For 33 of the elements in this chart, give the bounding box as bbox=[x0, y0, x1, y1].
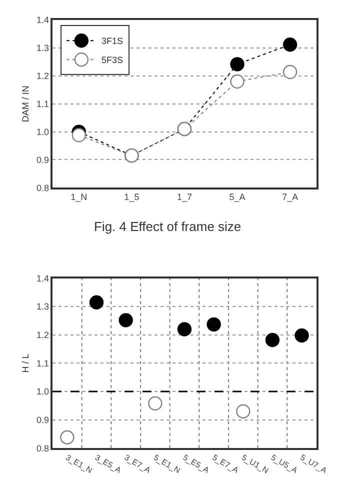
point bbox=[89, 295, 104, 310]
y-tick-label: 0.9 bbox=[36, 414, 49, 425]
legend-label: 5F3S bbox=[101, 55, 123, 66]
y-tick-label: 0.8 bbox=[36, 182, 49, 193]
y-axis-title: DAM / IN bbox=[20, 86, 30, 122]
y-tick-label: 1.1 bbox=[36, 99, 49, 110]
y-tick-label: 1.2 bbox=[36, 71, 49, 82]
x-tick-label: 1_5 bbox=[124, 192, 140, 202]
caption: Fig. 4 Effect of frame size bbox=[94, 219, 242, 234]
y-tick-label: 1.0 bbox=[36, 126, 49, 137]
x-tick-label: 7_A bbox=[282, 192, 298, 202]
y-tick-label: 1.4 bbox=[36, 273, 49, 284]
point bbox=[118, 313, 133, 328]
x-tick-label: 5_A bbox=[229, 192, 246, 202]
y-tick-label: 1.3 bbox=[36, 302, 49, 312]
point bbox=[206, 317, 221, 332]
point bbox=[294, 328, 309, 343]
y-axis-title: H / L bbox=[20, 354, 30, 373]
y-tick-label: 1.2 bbox=[36, 330, 49, 340]
y-tick-label: 0.8 bbox=[36, 443, 49, 454]
y-tick-label: 1.3 bbox=[36, 43, 49, 54]
y-tick-label: 1.1 bbox=[36, 358, 49, 368]
point bbox=[265, 332, 280, 348]
x-tick-label: 1_7 bbox=[176, 192, 192, 202]
point bbox=[72, 128, 86, 142]
legend-label: 3F1S bbox=[101, 36, 123, 46]
y-tick-label: 1.0 bbox=[36, 386, 49, 397]
point bbox=[177, 322, 192, 336]
point bbox=[282, 38, 298, 52]
y-tick-label: 1.4 bbox=[36, 15, 49, 26]
point bbox=[230, 57, 244, 72]
y-tick-label: 0.9 bbox=[36, 154, 49, 165]
x-tick-label: 1_N bbox=[70, 192, 88, 202]
